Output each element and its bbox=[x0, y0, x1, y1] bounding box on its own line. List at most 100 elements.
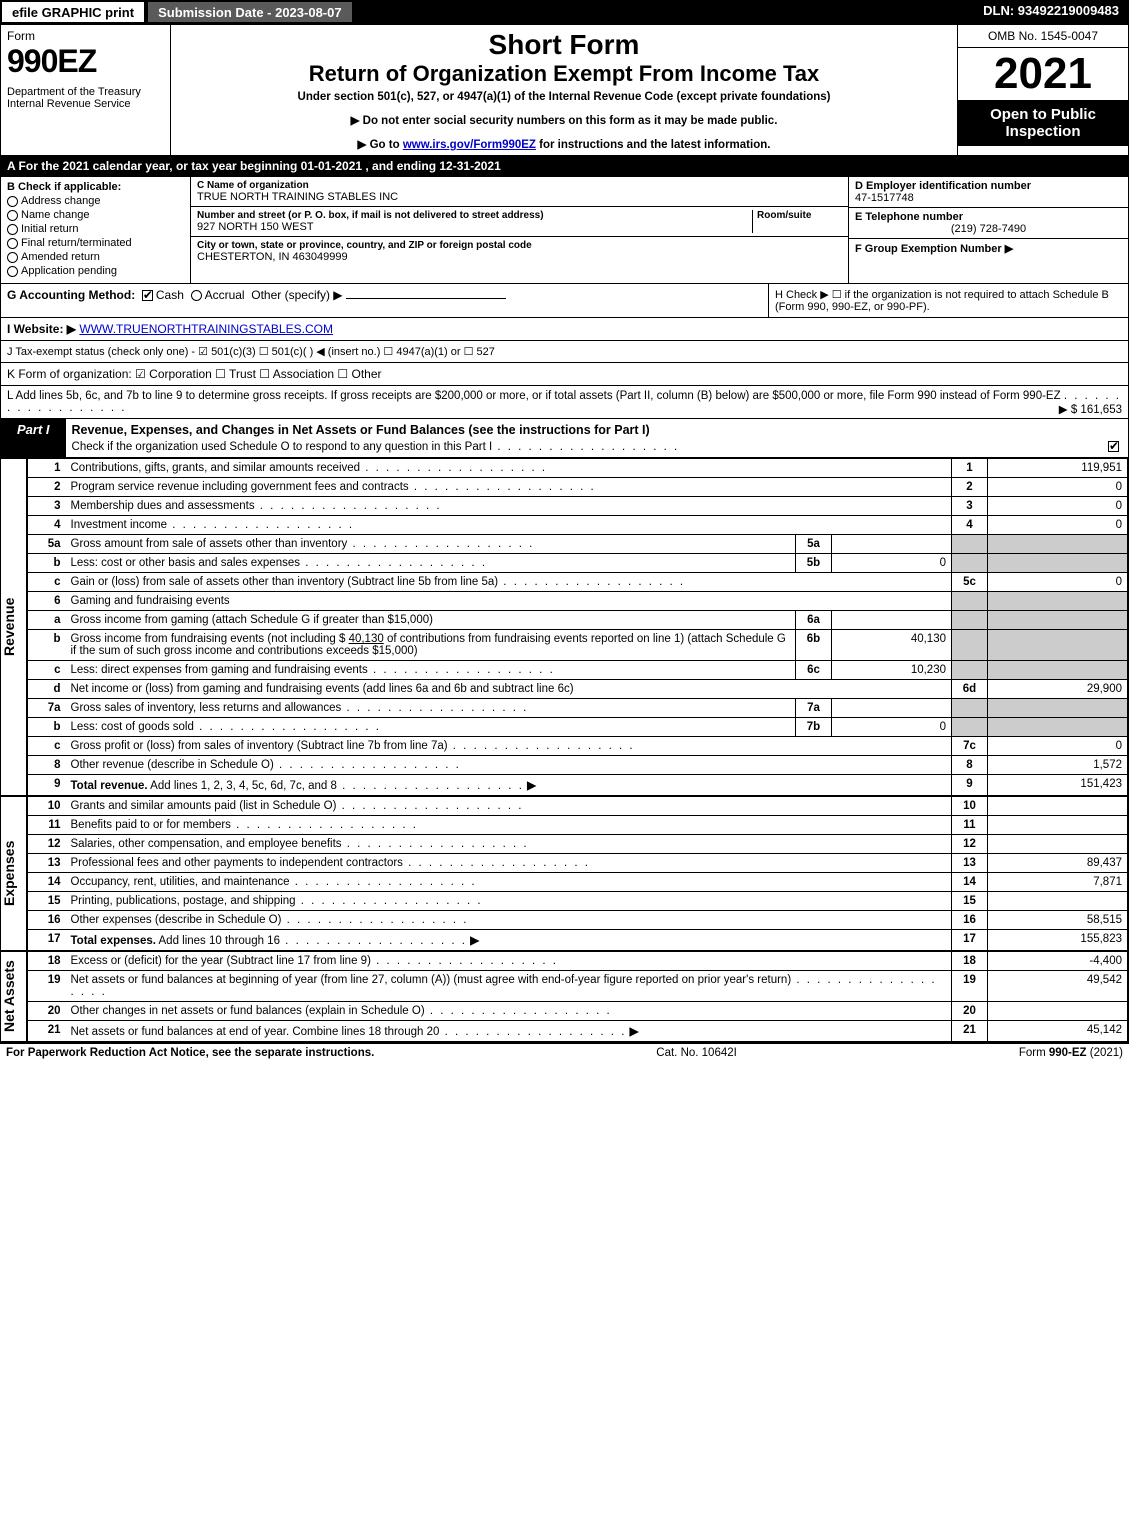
main-grid: Revenue 1Contributions, gifts, grants, a… bbox=[0, 458, 1129, 796]
chk-initial-return[interactable]: Initial return bbox=[7, 223, 184, 235]
line-j: J Tax-exempt status (check only one) - ☑… bbox=[0, 341, 1129, 363]
form-number: 990EZ bbox=[7, 43, 164, 80]
header-right: OMB No. 1545-0047 2021 Open to Public In… bbox=[958, 25, 1128, 155]
line-gh-row: G Accounting Method: Cash Accrual Other … bbox=[0, 284, 1129, 318]
street-row: Number and street (or P. O. box, if mail… bbox=[191, 207, 848, 237]
chk-final-return[interactable]: Final return/terminated bbox=[7, 237, 184, 249]
header-middle: Short Form Return of Organization Exempt… bbox=[171, 25, 958, 155]
section-b: B Check if applicable: Address change Na… bbox=[1, 177, 191, 283]
line-12: 12Salaries, other compensation, and empl… bbox=[28, 835, 1128, 854]
omb-number: OMB No. 1545-0047 bbox=[958, 25, 1128, 48]
chk-application-pending[interactable]: Application pending bbox=[7, 265, 184, 277]
line-6c: cLess: direct expenses from gaming and f… bbox=[28, 661, 1128, 680]
dln-label: DLN: 93492219009483 bbox=[973, 0, 1129, 24]
expenses-vlabel: Expenses bbox=[1, 796, 27, 951]
part1-schedule-o-checkbox[interactable] bbox=[1108, 441, 1119, 452]
short-form-title: Short Form bbox=[179, 29, 949, 61]
line-g: G Accounting Method: Cash Accrual Other … bbox=[1, 284, 768, 317]
city-label: City or town, state or province, country… bbox=[197, 240, 842, 251]
footer-catno: Cat. No. 10642I bbox=[656, 1047, 737, 1059]
line-5c: cGain or (loss) from sale of assets othe… bbox=[28, 573, 1128, 592]
line-i-label: I Website: ▶ bbox=[7, 322, 76, 336]
department-label: Department of the Treasury Internal Reve… bbox=[7, 86, 164, 110]
org-name-label: C Name of organization bbox=[197, 180, 842, 191]
street-label: Number and street (or P. O. box, if mail… bbox=[197, 210, 752, 221]
main-title: Return of Organization Exempt From Incom… bbox=[179, 61, 949, 87]
netassets-vlabel: Net Assets bbox=[1, 951, 27, 1042]
line-8: 8Other revenue (describe in Schedule O)8… bbox=[28, 756, 1128, 775]
website-link[interactable]: WWW.TRUENORTHTRAININGSTABLES.COM bbox=[79, 322, 333, 336]
line-h: H Check ▶ ☐ if the organization is not r… bbox=[768, 284, 1128, 317]
street-value: 927 NORTH 150 WEST bbox=[197, 221, 752, 233]
page-footer: For Paperwork Reduction Act Notice, see … bbox=[0, 1043, 1129, 1062]
group-exemption-label: F Group Exemption Number ▶ bbox=[855, 243, 1013, 255]
line-18: 18Excess or (deficit) for the year (Subt… bbox=[28, 952, 1128, 971]
line-l-text: L Add lines 5b, 6c, and 7b to line 9 to … bbox=[7, 390, 1061, 402]
line-16: 16Other expenses (describe in Schedule O… bbox=[28, 911, 1128, 930]
part1-header-row: Part I Revenue, Expenses, and Changes in… bbox=[0, 419, 1129, 458]
expenses-table: 10Grants and similar amounts paid (list … bbox=[27, 796, 1128, 951]
efile-print-button[interactable]: efile GRAPHIC print bbox=[0, 0, 146, 24]
phone-label: E Telephone number bbox=[855, 211, 1122, 223]
chk-accrual[interactable] bbox=[191, 290, 202, 301]
line-7a: 7aGross sales of inventory, less returns… bbox=[28, 699, 1128, 718]
org-name-value: TRUE NORTH TRAINING STABLES INC bbox=[197, 191, 842, 203]
note-ssn: ▶ Do not enter social security numbers o… bbox=[179, 113, 949, 127]
subtitle: Under section 501(c), 527, or 4947(a)(1)… bbox=[179, 91, 949, 103]
revenue-vlabel: Revenue bbox=[1, 458, 27, 796]
line-5a: 5aGross amount from sale of assets other… bbox=[28, 535, 1128, 554]
expenses-grid: Expenses 10Grants and similar amounts pa… bbox=[0, 796, 1129, 951]
line-i: I Website: ▶ WWW.TRUENORTHTRAININGSTABLE… bbox=[0, 318, 1129, 341]
group-exemption-row: F Group Exemption Number ▶ bbox=[849, 239, 1128, 258]
line-a-row: A For the 2021 calendar year, or tax yea… bbox=[0, 156, 1129, 177]
line-6: 6Gaming and fundraising events bbox=[28, 592, 1128, 611]
form-word: Form bbox=[7, 29, 164, 43]
line-g-label: G Accounting Method: bbox=[7, 288, 135, 302]
other-specify-input[interactable] bbox=[346, 298, 506, 299]
part1-checkline: Check if the organization used Schedule … bbox=[66, 441, 1128, 457]
open-inspection-badge: Open to Public Inspection bbox=[958, 100, 1128, 146]
chk-amended-return[interactable]: Amended return bbox=[7, 251, 184, 263]
line-19: 19Net assets or fund balances at beginni… bbox=[28, 971, 1128, 1002]
other-specify: Other (specify) ▶ bbox=[251, 288, 342, 302]
line-5b: bLess: cost or other basis and sales exp… bbox=[28, 554, 1128, 573]
line-15: 15Printing, publications, postage, and s… bbox=[28, 892, 1128, 911]
part1-tab: Part I bbox=[1, 419, 66, 457]
line-3: 3Membership dues and assessments30 bbox=[28, 497, 1128, 516]
line-17: 17Total expenses. Add lines 10 through 1… bbox=[28, 930, 1128, 951]
chk-name-change[interactable]: Name change bbox=[7, 209, 184, 221]
submission-date-button[interactable]: Submission Date - 2023-08-07 bbox=[146, 0, 354, 24]
footer-right: Form 990-EZ (2021) bbox=[1019, 1047, 1123, 1059]
part1-title: Revenue, Expenses, and Changes in Net As… bbox=[66, 419, 1128, 441]
line-6a: aGross income from gaming (attach Schedu… bbox=[28, 611, 1128, 630]
chk-address-change[interactable]: Address change bbox=[7, 195, 184, 207]
line-20: 20Other changes in net assets or fund ba… bbox=[28, 1002, 1128, 1021]
section-def: D Employer identification number 47-1517… bbox=[848, 177, 1128, 283]
line-6d: dNet income or (loss) from gaming and fu… bbox=[28, 680, 1128, 699]
line-l-amount: ▶ $ 161,653 bbox=[1059, 402, 1122, 416]
ein-row: D Employer identification number 47-1517… bbox=[849, 177, 1128, 208]
chk-cash[interactable] bbox=[142, 290, 153, 301]
form-header: Form 990EZ Department of the Treasury In… bbox=[0, 24, 1129, 156]
city-row: City or town, state or province, country… bbox=[191, 237, 848, 266]
revenue-table: 1Contributions, gifts, grants, and simil… bbox=[27, 458, 1128, 796]
phone-row: E Telephone number (219) 728-7490 bbox=[849, 208, 1128, 239]
org-name-row: C Name of organization TRUE NORTH TRAINI… bbox=[191, 177, 848, 207]
line-a: A For the 2021 calendar year, or tax yea… bbox=[1, 156, 1128, 176]
line-l: L Add lines 5b, 6c, and 7b to line 9 to … bbox=[0, 386, 1129, 419]
ein-value: 47-1517748 bbox=[855, 192, 1122, 204]
line-2: 2Program service revenue including gover… bbox=[28, 478, 1128, 497]
netassets-grid: Net Assets 18Excess or (deficit) for the… bbox=[0, 951, 1129, 1043]
ein-label: D Employer identification number bbox=[855, 180, 1122, 192]
room-label: Room/suite bbox=[757, 210, 842, 221]
line-4: 4Investment income40 bbox=[28, 516, 1128, 535]
line-7c: cGross profit or (loss) from sales of in… bbox=[28, 737, 1128, 756]
topbar-spacer bbox=[354, 0, 974, 24]
irs-link[interactable]: www.irs.gov/Form990EZ bbox=[403, 139, 536, 151]
footer-left: For Paperwork Reduction Act Notice, see … bbox=[6, 1047, 374, 1059]
line-9: 9Total revenue. Add lines 1, 2, 3, 4, 5c… bbox=[28, 775, 1128, 796]
line-11: 11Benefits paid to or for members11 bbox=[28, 816, 1128, 835]
phone-value: (219) 728-7490 bbox=[855, 223, 1122, 235]
line-14: 14Occupancy, rent, utilities, and mainte… bbox=[28, 873, 1128, 892]
line-7b: bLess: cost of goods sold7b0 bbox=[28, 718, 1128, 737]
